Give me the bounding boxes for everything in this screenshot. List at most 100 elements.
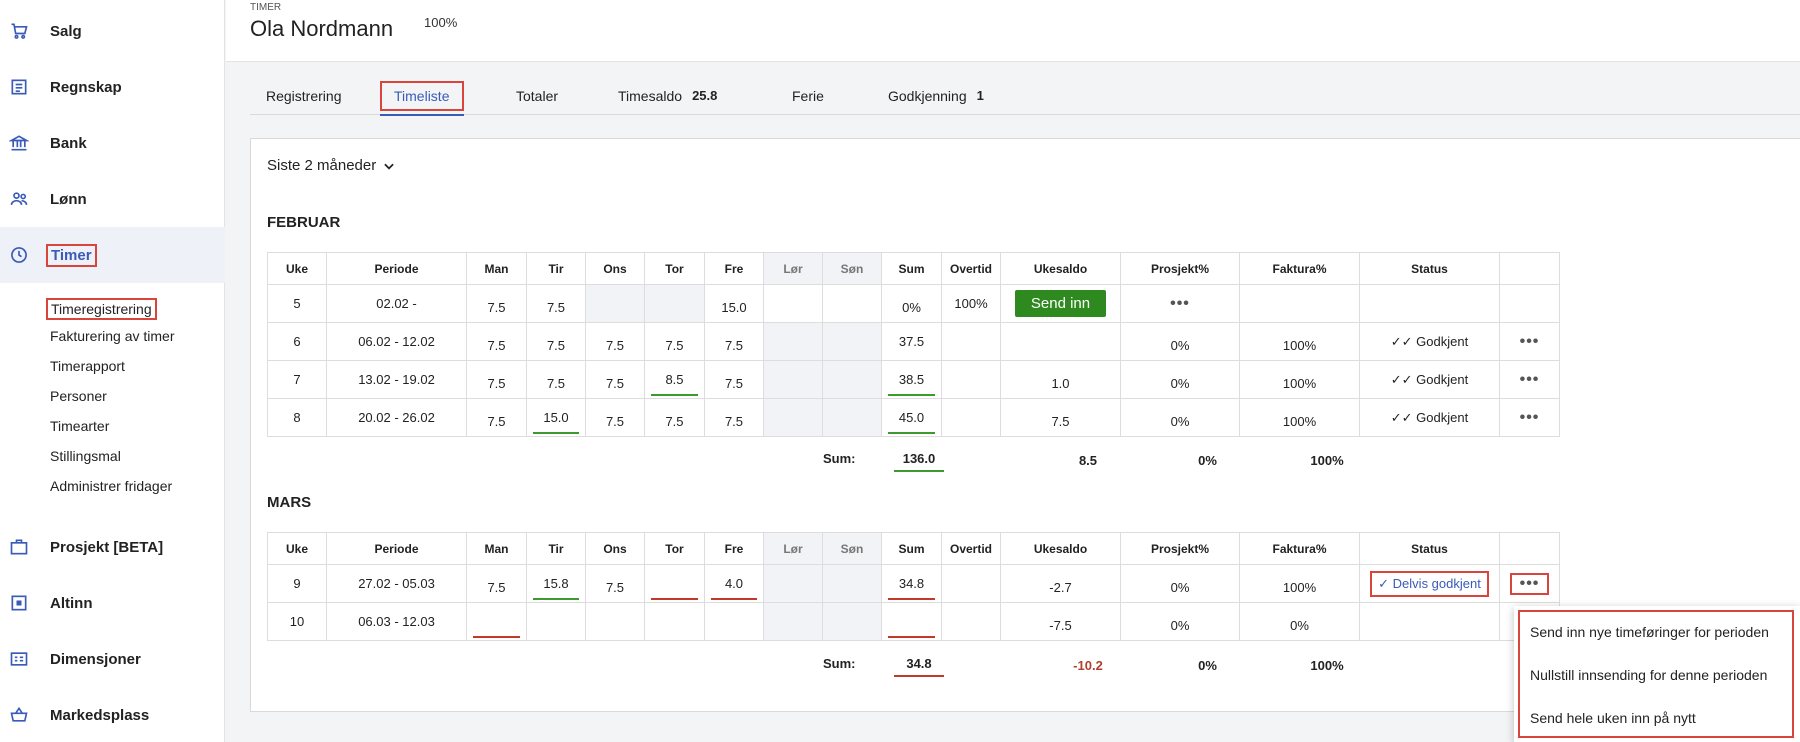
col-overtid: Overtid	[941, 252, 1001, 285]
table-row[interactable]: 9 27.02 - 05.03 7.5 15.8 7.5 4.0 34.8 -2…	[267, 564, 1560, 603]
sum-label: Sum:	[823, 451, 856, 466]
more-icon[interactable]: •••	[1509, 572, 1550, 595]
timesaldo-badge: 25.8	[692, 88, 718, 103]
nav-item-lonn[interactable]: Lønn	[0, 171, 225, 227]
cart-icon	[8, 20, 30, 42]
dropdown-highlight: Send inn nye timeføringer for perioden N…	[1518, 610, 1794, 738]
table-row[interactable]: 5 02.02 - 7.5 7.5 15.0 0% 100% Send inn …	[267, 284, 1560, 323]
actions-dropdown: Send inn nye timeføringer for perioden N…	[1514, 606, 1800, 742]
col-sum: Sum	[881, 252, 942, 285]
col-lor: Lør	[763, 252, 823, 285]
nav-item-markedsplass[interactable]: Markedsplass	[0, 687, 225, 742]
col-ukesaldo: Ukesaldo	[1000, 252, 1121, 285]
nav-label: Regnskap	[50, 78, 122, 96]
nav-label: Dimensjoner	[50, 650, 141, 668]
table-row[interactable]: 6 06.02 - 12.02 7.5 7.5 7.5 7.5 7.5 37.5…	[267, 322, 1560, 361]
col-faktura: Faktura%	[1239, 252, 1360, 285]
tab-timeliste[interactable]: Timeliste	[380, 76, 464, 116]
subnav-fridager[interactable]: Administrer fridager	[50, 478, 173, 494]
section-label: TIMER	[250, 2, 282, 13]
nav-label: Altinn	[50, 594, 93, 612]
col-status: Status	[1359, 252, 1500, 285]
nav-label: Timer	[46, 243, 97, 267]
timesheet-table-februar: Uke Periode Man Tir Ons Tor Fre Lør Søn …	[267, 252, 1560, 437]
briefcase-icon	[8, 536, 30, 558]
basket-icon	[8, 704, 30, 726]
col-ons: Ons	[585, 252, 645, 285]
table-header-row: Uke Periode Man Tir Ons Tor Fre Lør Søn …	[267, 532, 1560, 565]
col-fre: Fre	[704, 252, 764, 285]
menu-item-nullstill[interactable]: Nullstill innsending for denne perioden	[1530, 667, 1768, 683]
subnav-timearter[interactable]: Timearter	[50, 418, 110, 434]
col-tir: Tir	[526, 252, 586, 285]
status-badge: ✓✓ Godkjent	[1359, 360, 1500, 399]
page-title: Ola Nordmann	[250, 16, 394, 41]
sum-total: 136.0	[894, 451, 944, 472]
col-prosjekt: Prosjekt%	[1120, 252, 1240, 285]
month-title-mars: MARS	[267, 494, 312, 511]
sum-total: 34.8	[894, 656, 944, 677]
nav-label: Bank	[50, 134, 87, 152]
ukesaldo-total: 8.5	[1078, 453, 1098, 468]
table-header-row: Uke Periode Man Tir Ons Tor Fre Lør Søn …	[267, 252, 1560, 285]
subnav-timeregistrering[interactable]: Timeregistrering	[46, 298, 157, 320]
timesheet-table-mars: Uke Periode Man Tir Ons Tor Fre Lør Søn …	[267, 532, 1560, 641]
table-row[interactable]: 7 13.02 - 19.02 7.5 7.5 7.5 8.5 7.5 38.5…	[267, 360, 1560, 399]
people-icon	[8, 188, 30, 210]
employment-percent: 100%	[424, 15, 458, 30]
bank-icon	[8, 132, 30, 154]
month-title-februar: FEBRUAR	[267, 214, 341, 231]
faktura-total: 100%	[1310, 453, 1344, 468]
chevron-down-icon	[384, 163, 394, 170]
menu-item-send-nye[interactable]: Send inn nye timeføringer for perioden	[1530, 624, 1769, 640]
col-tor: Tor	[644, 252, 705, 285]
tab-registrering[interactable]: Registrering	[266, 87, 342, 104]
tab-timesaldo[interactable]: Timesaldo 25.8	[618, 87, 718, 104]
period-select[interactable]: Siste 2 måneder	[267, 157, 396, 174]
nav-label: Prosjekt [BETA]	[50, 538, 164, 556]
page-header: TIMER Ola Nordmann 100%	[226, 0, 1800, 62]
nav-item-altinn[interactable]: Altinn	[0, 575, 225, 631]
nav-item-dimensjoner[interactable]: Dimensjoner	[0, 631, 225, 687]
prosjekt-total: 0%	[1198, 658, 1217, 673]
nav-item-timer[interactable]: Timer	[0, 227, 225, 283]
nav-label: Lønn	[50, 190, 87, 208]
nav-label: Markedsplass	[50, 706, 150, 724]
nav-item-regnskap[interactable]: Regnskap	[0, 59, 225, 115]
nav-item-bank[interactable]: Bank	[0, 115, 225, 171]
more-icon[interactable]: •••	[1519, 370, 1540, 388]
col-actions	[1499, 252, 1560, 285]
nav-item-salg[interactable]: Salg	[0, 3, 225, 59]
nav-item-prosjekt[interactable]: Prosjekt [BETA]	[0, 519, 225, 575]
subnav-fakturering[interactable]: Fakturering av timer	[50, 328, 175, 344]
tab-bar: Registrering Timeliste Totaler Timesaldo…	[250, 76, 1800, 116]
timesheet-card: Siste 2 måneder FEBRUAR Uke Periode Man …	[250, 138, 1800, 712]
col-son: Søn	[822, 252, 882, 285]
tab-ferie[interactable]: Ferie	[792, 87, 824, 104]
table-row[interactable]: 10 06.03 - 12.03 -7.5 0% 0%	[267, 602, 1560, 641]
more-icon[interactable]: •••	[1519, 332, 1540, 350]
faktura-total: 100%	[1310, 658, 1344, 673]
status-badge-delvis[interactable]: ✓ Delvis godkjent	[1370, 570, 1489, 597]
altinn-icon	[8, 592, 30, 614]
sum-label: Sum:	[823, 656, 856, 671]
ukesaldo-total: -10.2	[1073, 658, 1103, 673]
clock-icon	[8, 244, 30, 266]
status-badge: ✓✓ Godkjent	[1359, 322, 1500, 361]
more-icon[interactable]: •••	[1170, 294, 1190, 312]
subnav-stillingsmal[interactable]: Stillingsmal	[50, 448, 121, 464]
more-icon[interactable]: •••	[1519, 408, 1540, 426]
tab-totaler[interactable]: Totaler	[516, 87, 559, 104]
godkjenning-badge: 1	[976, 88, 984, 103]
table-row[interactable]: 8 20.02 - 26.02 7.5 15.0 7.5 7.5 7.5 45.…	[267, 398, 1560, 437]
tab-godkjenning[interactable]: Godkjenning 1	[888, 87, 984, 104]
subnav-personer[interactable]: Personer	[50, 388, 107, 404]
col-uke: Uke	[267, 252, 327, 285]
prosjekt-total: 0%	[1198, 453, 1217, 468]
ledger-icon	[8, 76, 30, 98]
nav-label: Salg	[50, 22, 82, 40]
send-inn-button[interactable]: Send inn	[1014, 290, 1107, 317]
menu-item-send-hele-uken[interactable]: Send hele uken inn på nytt	[1530, 710, 1696, 726]
check-icon: ✓	[1378, 575, 1393, 591]
subnav-timerapport[interactable]: Timerapport	[50, 358, 125, 374]
